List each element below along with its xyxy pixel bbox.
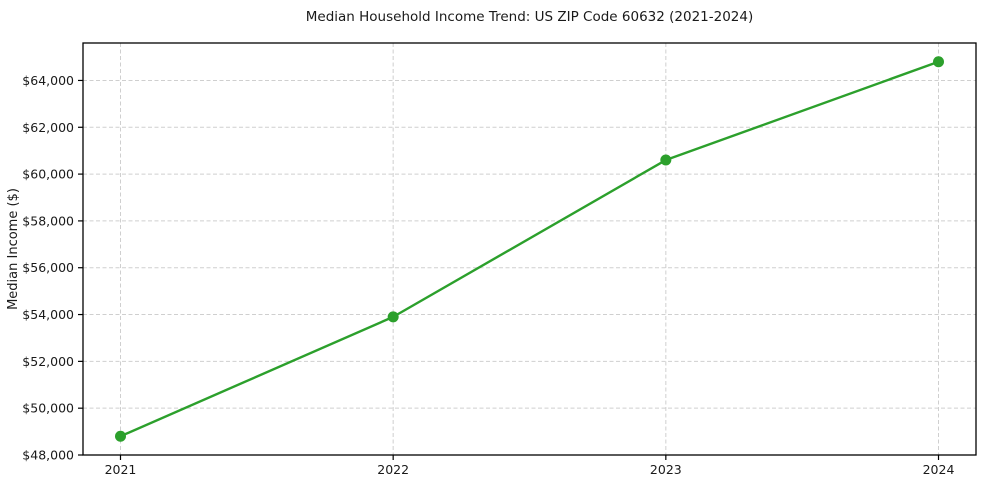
y-tick-label: $58,000: [22, 213, 74, 228]
y-tick-label: $54,000: [22, 307, 74, 322]
y-tick-label: $52,000: [22, 354, 74, 369]
series-layer: [114, 56, 945, 442]
y-axis-label: Median Income ($): [6, 188, 21, 310]
trend-line: [119, 60, 940, 438]
data-point-marker-2021: [114, 430, 126, 442]
data-point-marker-2024: [933, 56, 945, 68]
plot-border: [82, 42, 977, 456]
y-tick-label: $64,000: [22, 73, 74, 88]
x-tick-label: 2021: [105, 462, 137, 477]
y-tick-label: $50,000: [22, 401, 74, 416]
y-tick-label: $60,000: [22, 167, 74, 182]
x-tick-label: 2023: [650, 462, 682, 477]
x-tick-label: 2024: [923, 462, 955, 477]
y-tick-label: $62,000: [22, 120, 74, 135]
data-point-marker-2022: [387, 311, 399, 323]
y-tick-label: $48,000: [22, 448, 74, 463]
chart-title: Median Household Income Trend: US ZIP Co…: [306, 9, 754, 25]
data-point-marker-2023: [660, 154, 672, 166]
y-tick-label: $56,000: [22, 260, 74, 275]
axis-layer: $48,000 $50,000 $52,000 $54,000 $56,000 $58,0…: [22, 73, 954, 477]
x-tick-label: 2022: [377, 462, 409, 477]
